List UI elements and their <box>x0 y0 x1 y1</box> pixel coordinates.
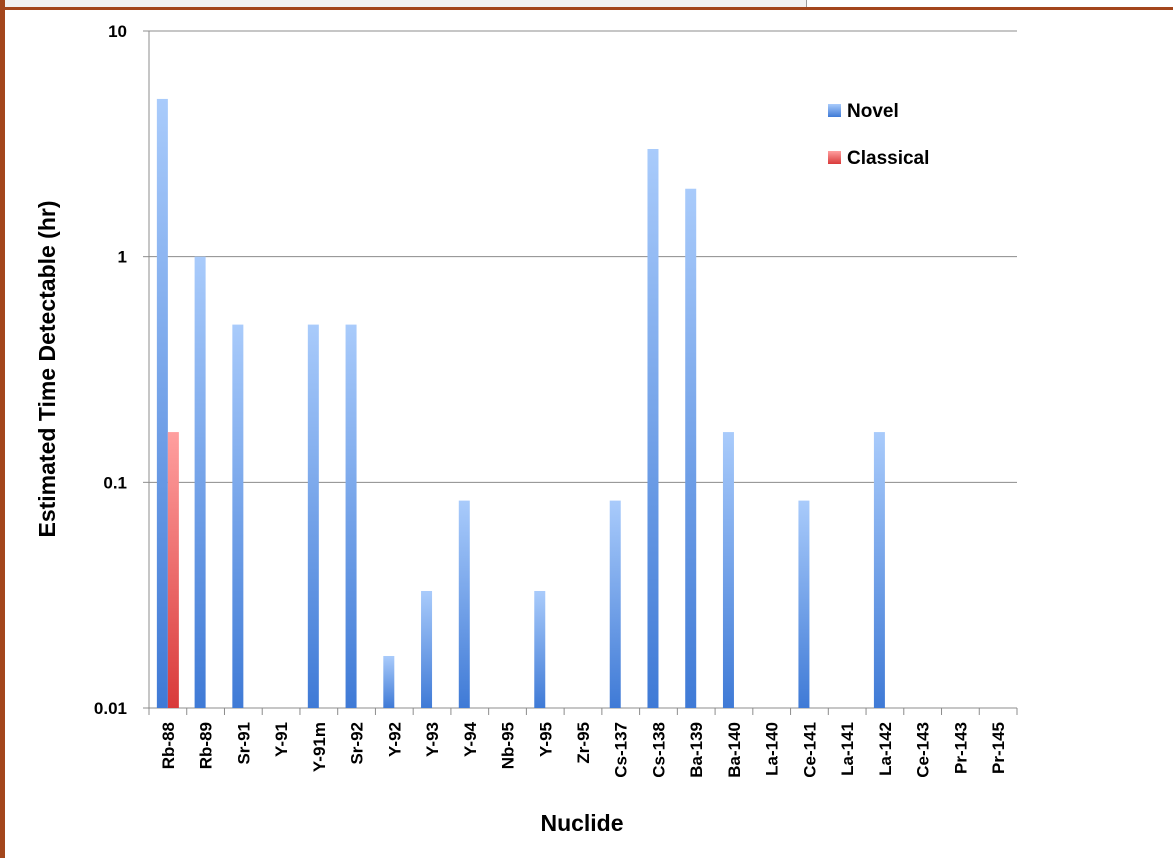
x-tick-label: Y-95 <box>536 722 555 757</box>
x-tick-label: Cs-137 <box>612 722 631 778</box>
x-tick-label: Nb-95 <box>499 722 518 769</box>
bar-novel-Y-91m <box>307 324 319 708</box>
bar-novel-Y-93 <box>421 590 433 708</box>
bar-novel-Cs-137 <box>609 500 621 708</box>
bar-novel-Ce-141 <box>798 500 810 708</box>
bar-novel-Y-92 <box>383 655 395 708</box>
bar-novel-Rb-88 <box>156 98 168 708</box>
bar-novel-Sr-92 <box>345 324 357 708</box>
y-tick-label: 10 <box>108 22 127 41</box>
bars <box>156 98 885 708</box>
x-tick-label: Pr-145 <box>989 722 1008 774</box>
legend-swatch <box>828 151 841 164</box>
bar-novel-Y-94 <box>458 500 470 708</box>
x-tick-label: Y-91 <box>272 722 291 757</box>
x-tick-labels: Rb-88 Rb-89 Sr-91 Y-91 Y-91m Sr-92 Y-92 Y-93 Y-9… <box>159 721 1008 777</box>
legend-swatch <box>828 104 841 117</box>
x-tick-label: Sr-92 <box>348 722 367 765</box>
legend: Novel Classical <box>828 101 929 169</box>
y-tick-labels: 0.01 0.1 1 10 <box>94 22 127 718</box>
y-axis-title: Estimated Time Detectable (hr) <box>34 200 60 537</box>
x-tick-label: Y-93 <box>423 722 442 757</box>
x-tick-label: Ba-140 <box>725 722 744 778</box>
y-tick-label: 1 <box>118 248 127 267</box>
bar-novel-Y-95 <box>534 590 546 708</box>
x-tick-label: Y-94 <box>461 721 480 757</box>
x-tick-label: Sr-91 <box>234 722 253 765</box>
x-tick-label: La-140 <box>763 722 782 776</box>
x-tick-label: La-142 <box>876 722 895 776</box>
x-tick-label: Rb-89 <box>197 722 216 769</box>
bar-novel-Ba-139 <box>685 188 697 708</box>
x-tick-label: Ba-139 <box>687 722 706 778</box>
y-tick-label: 0.1 <box>103 473 127 492</box>
bar-novel-Cs-138 <box>647 148 659 708</box>
x-tick-label: Zr-95 <box>574 722 593 764</box>
x-tick-label: Ce-143 <box>914 722 933 778</box>
legend-label: Classical <box>847 148 929 169</box>
bar-novel-Sr-91 <box>232 324 244 708</box>
x-tick-label: La-141 <box>838 722 857 776</box>
x-tick-label: Y-91m <box>310 722 329 772</box>
left-frame-edge <box>0 0 5 858</box>
x-tick-label: Rb-88 <box>159 722 178 769</box>
bar-novel-La-142 <box>873 432 885 708</box>
top-frame-line <box>5 7 1173 10</box>
bar-novel-Ba-140 <box>722 432 734 708</box>
x-tick-label: Pr-143 <box>951 722 970 774</box>
bar-novel-Rb-89 <box>194 256 206 708</box>
x-tick-label: Y-92 <box>385 722 404 757</box>
x-axis-title: Nuclide <box>540 810 623 836</box>
bar-classical-Rb-88 <box>167 432 179 708</box>
legend-label: Novel <box>847 101 899 122</box>
gridlines <box>149 30 1017 483</box>
y-tick-label: 0.01 <box>94 699 127 718</box>
x-tick-label: Ce-141 <box>800 722 819 778</box>
x-tick-label: Cs-138 <box>649 722 668 778</box>
axes <box>143 30 1018 715</box>
